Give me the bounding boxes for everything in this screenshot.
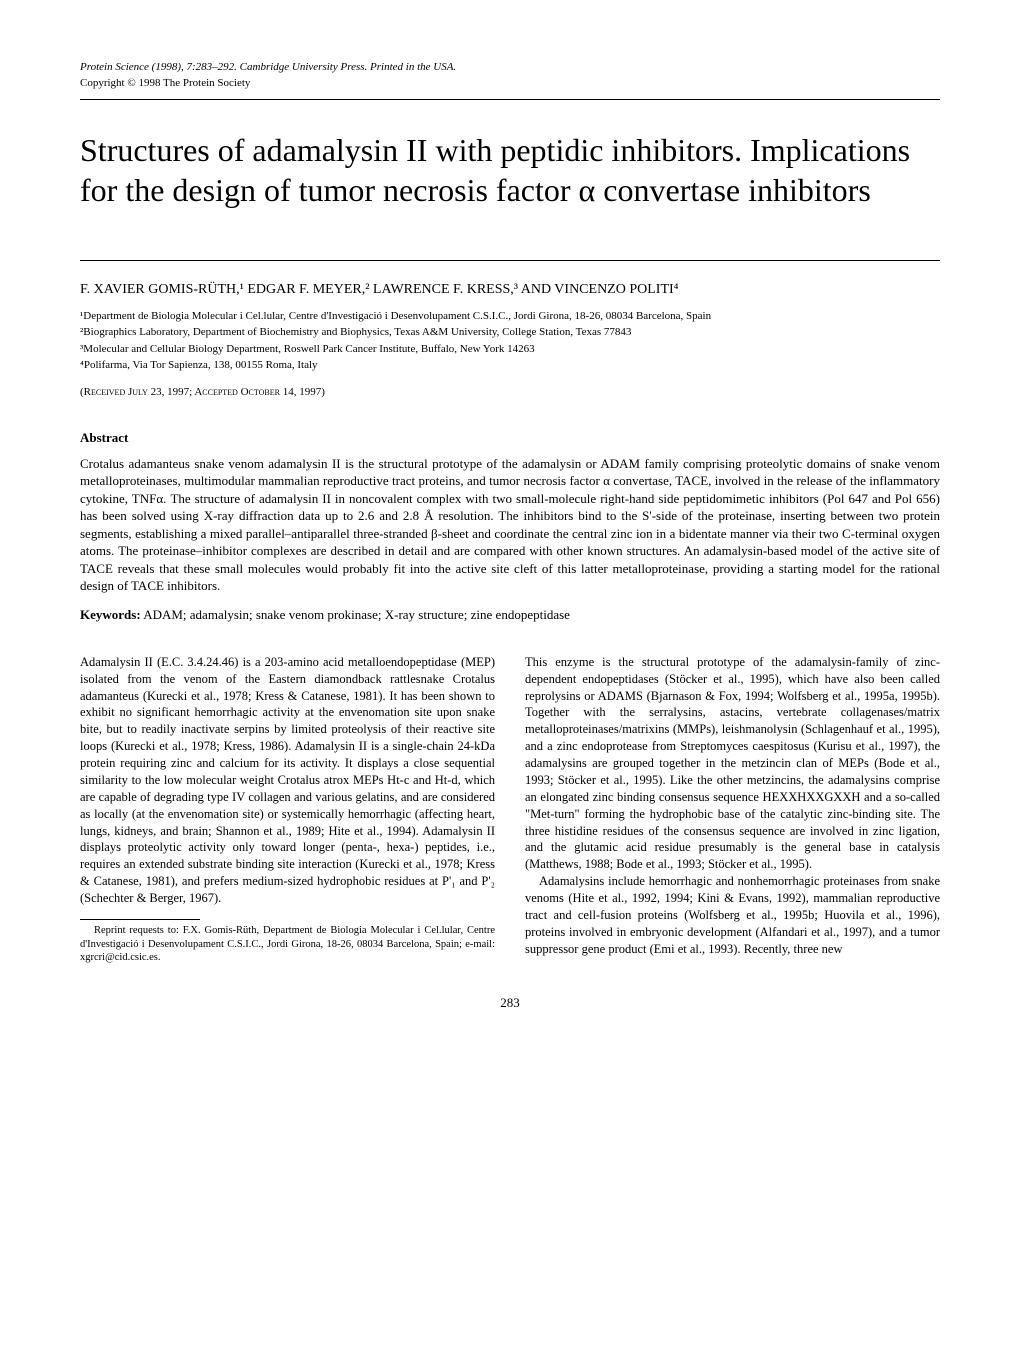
- body-paragraph-right-2: Adamalysins include hemorrhagic and nonh…: [525, 873, 940, 957]
- mid-divider: [80, 260, 940, 261]
- body-paragraph-right-1: This enzyme is the structural prototype …: [525, 654, 940, 873]
- affiliation-4: ⁴Polifarma, Via Tor Sapienza, 138, 00155…: [80, 358, 940, 373]
- abstract-body: Crotalus adamanteus snake venom adamalys…: [80, 455, 940, 595]
- left-column: Adamalysin II (E.C. 3.4.24.46) is a 203-…: [80, 654, 495, 965]
- keywords-label: Keywords:: [80, 607, 141, 622]
- article-title: Structures of adamalysin II with peptidi…: [80, 130, 940, 210]
- journal-citation: Protein Science (1998), 7:283–292. Cambr…: [80, 60, 940, 74]
- keywords-text: ADAM; adamalysin; snake venom prokinase;…: [141, 607, 570, 622]
- received-accepted-dates: (Received July 23, 1997; Accepted Octobe…: [80, 385, 940, 399]
- affiliation-2: ²Biographics Laboratory, Department of B…: [80, 325, 940, 340]
- affiliations-block: ¹Department de Biologia Molecular i Cel.…: [80, 309, 940, 374]
- authors-line: F. XAVIER GOMIS-RÜTH,¹ EDGAR F. MEYER,² …: [80, 281, 940, 299]
- affiliation-1: ¹Department de Biologia Molecular i Cel.…: [80, 309, 940, 324]
- body-paragraph-left-1: Adamalysin II (E.C. 3.4.24.46) is a 203-…: [80, 654, 495, 907]
- copyright-line: Copyright © 1998 The Protein Society: [80, 76, 940, 90]
- abstract-heading: Abstract: [80, 430, 940, 447]
- right-column: This enzyme is the structural prototype …: [525, 654, 940, 965]
- keywords-line: Keywords: ADAM; adamalysin; snake venom …: [80, 607, 940, 624]
- reprint-footnote: Reprint requests to: F.X. Gomis-Rüth, De…: [80, 924, 495, 965]
- page-number: 283: [80, 995, 940, 1012]
- top-divider: [80, 99, 940, 100]
- footnote-divider: [80, 919, 200, 920]
- body-columns: Adamalysin II (E.C. 3.4.24.46) is a 203-…: [80, 654, 940, 965]
- affiliation-3: ³Molecular and Cellular Biology Departme…: [80, 342, 940, 357]
